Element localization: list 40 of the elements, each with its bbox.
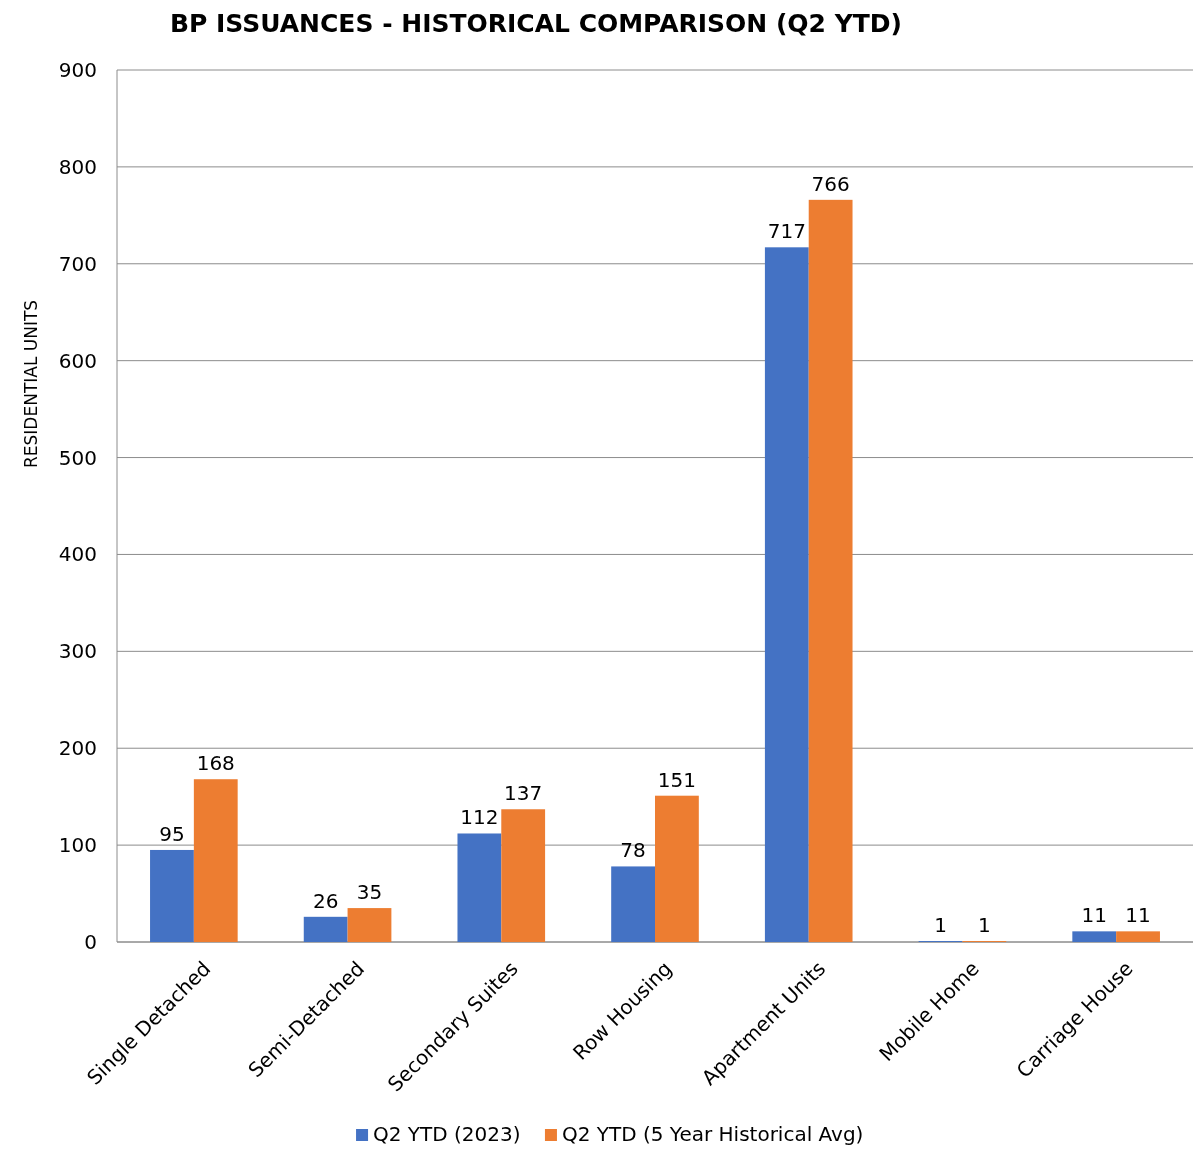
bar [501, 809, 546, 942]
data-label: 78 [620, 838, 646, 863]
y-axis-title: RESIDENTIAL UNITS [21, 299, 41, 469]
legend-label: Q2 YTD (5 Year Historical Avg) [561, 1122, 864, 1146]
bar [611, 866, 655, 942]
legend-label: Q2 YTD (2023) [373, 1122, 521, 1146]
data-label: 26 [312, 888, 339, 913]
data-label: 35 [356, 880, 383, 905]
bar [1072, 931, 1117, 942]
bar [457, 833, 502, 942]
data-label: 766 [811, 171, 850, 196]
bar [1116, 931, 1160, 942]
data-label: 717 [767, 219, 806, 244]
bar [808, 199, 853, 942]
data-label: 137 [504, 781, 543, 806]
y-tick-label: 200 [58, 736, 97, 761]
y-tick-label: 100 [58, 833, 97, 858]
y-tick-label: 500 [58, 445, 97, 470]
data-label: 11 [1081, 903, 1107, 928]
y-tick-label: 400 [58, 542, 97, 567]
bar [150, 849, 194, 942]
y-tick-label: 700 [58, 251, 97, 276]
bar [347, 908, 392, 942]
y-tick-label: 600 [58, 348, 97, 373]
chart-title: BP ISSUANCES - HISTORICAL COMPARISON (Q2 YTD) [169, 9, 903, 38]
y-tick-label: 800 [58, 154, 97, 179]
data-label: 151 [657, 767, 696, 792]
data-label: 1 [977, 913, 991, 938]
data-label: 168 [196, 751, 235, 776]
bar [193, 779, 238, 942]
data-label: 11 [1125, 903, 1151, 928]
y-tick-label: 900 [58, 58, 97, 82]
data-label: 95 [159, 821, 185, 846]
data-label: 112 [460, 805, 499, 830]
data-label: 1 [934, 913, 947, 938]
bar [764, 247, 809, 942]
bar [655, 795, 699, 942]
bar [303, 916, 348, 942]
y-tick-label: 300 [58, 639, 97, 664]
y-tick-label: 0 [84, 930, 97, 954]
